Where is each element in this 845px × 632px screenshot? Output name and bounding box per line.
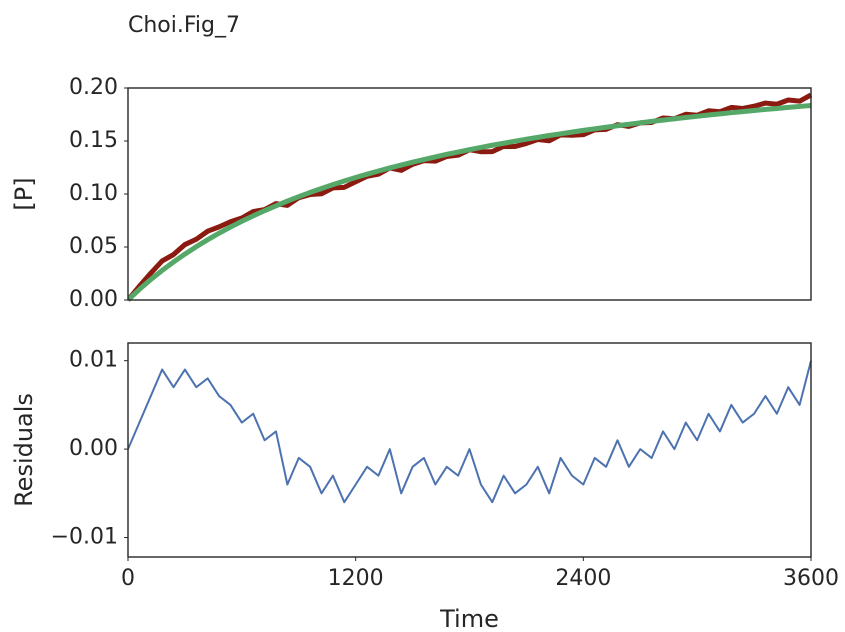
chart-title: Choi.Fig_7 bbox=[128, 13, 240, 38]
y-tick-label: 0.05 bbox=[69, 234, 118, 259]
x-tick-label: 1200 bbox=[328, 566, 384, 591]
y-tick-label: 0.10 bbox=[69, 181, 118, 206]
x-tick-label: 2400 bbox=[555, 566, 611, 591]
y-axis-label: Residuals bbox=[10, 393, 38, 507]
data-line bbox=[128, 92, 813, 302]
y-tick-label: −0.01 bbox=[51, 525, 118, 550]
x-tick-label: 3600 bbox=[783, 566, 839, 591]
x-tick-label: 0 bbox=[121, 566, 135, 591]
x-axis-label: Time bbox=[439, 605, 499, 632]
axes-frame bbox=[127, 87, 812, 301]
axes-frame bbox=[127, 342, 812, 558]
y-tick-label: 0.20 bbox=[69, 75, 118, 100]
y-axis-label: [P] bbox=[10, 177, 38, 210]
y-tick-label: 0.01 bbox=[69, 348, 118, 373]
data-line bbox=[128, 102, 812, 302]
y-tick-label: 0.15 bbox=[69, 128, 118, 153]
y-tick-label: 0.00 bbox=[69, 436, 118, 461]
y-tick-label: 0.00 bbox=[69, 287, 118, 312]
data-line bbox=[128, 360, 812, 504]
